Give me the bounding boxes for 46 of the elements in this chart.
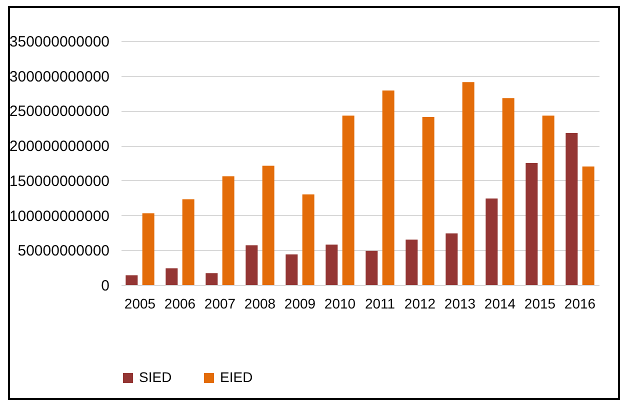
x-tick-label: 2008 xyxy=(244,296,276,312)
legend-label: EIED xyxy=(220,369,253,385)
bar xyxy=(526,163,538,285)
bar xyxy=(542,116,554,285)
y-tick-label: 350000000000 xyxy=(9,34,110,50)
bar xyxy=(382,90,394,285)
bar xyxy=(126,275,138,285)
y-tick-label: 0 xyxy=(101,278,110,294)
bar xyxy=(206,273,218,285)
bar xyxy=(302,194,314,285)
x-tick-label: 2013 xyxy=(444,296,476,312)
x-tick-label: 2015 xyxy=(524,296,556,312)
x-tick-label: 2016 xyxy=(564,296,596,312)
bar xyxy=(566,133,578,285)
bar xyxy=(366,250,378,285)
bar xyxy=(502,98,514,285)
y-tick-label: 300000000000 xyxy=(9,68,110,86)
bar xyxy=(406,240,418,285)
y-tick-label: 200000000000 xyxy=(9,138,110,156)
bar xyxy=(142,213,154,285)
legend-label: SIED xyxy=(139,369,172,385)
bar xyxy=(262,166,274,285)
bar xyxy=(422,116,434,285)
y-tick-label: 150000000000 xyxy=(9,172,110,190)
x-tick-label: 2011 xyxy=(364,296,396,312)
bar xyxy=(446,233,458,285)
x-tick-label: 2010 xyxy=(324,296,356,312)
bar xyxy=(326,244,338,285)
bar xyxy=(182,199,194,285)
bar xyxy=(486,198,498,285)
bar xyxy=(166,268,178,285)
x-tick-label: 2005 xyxy=(124,296,156,312)
x-tick-label: 2006 xyxy=(164,296,196,312)
x-tick-label: 2009 xyxy=(284,296,316,312)
x-tick-label: 2014 xyxy=(484,296,516,312)
y-tick-label: 100000000000 xyxy=(9,208,110,225)
bar xyxy=(462,82,474,285)
bar xyxy=(246,245,258,285)
bar xyxy=(222,176,234,285)
x-tick-label: 2007 xyxy=(204,296,236,312)
x-tick-label: 2012 xyxy=(404,296,436,312)
bar xyxy=(582,166,594,285)
y-tick-label: 250000000000 xyxy=(9,103,110,120)
bar xyxy=(286,254,298,285)
bar xyxy=(342,116,354,285)
y-tick-label: 50000000000 xyxy=(18,242,110,260)
